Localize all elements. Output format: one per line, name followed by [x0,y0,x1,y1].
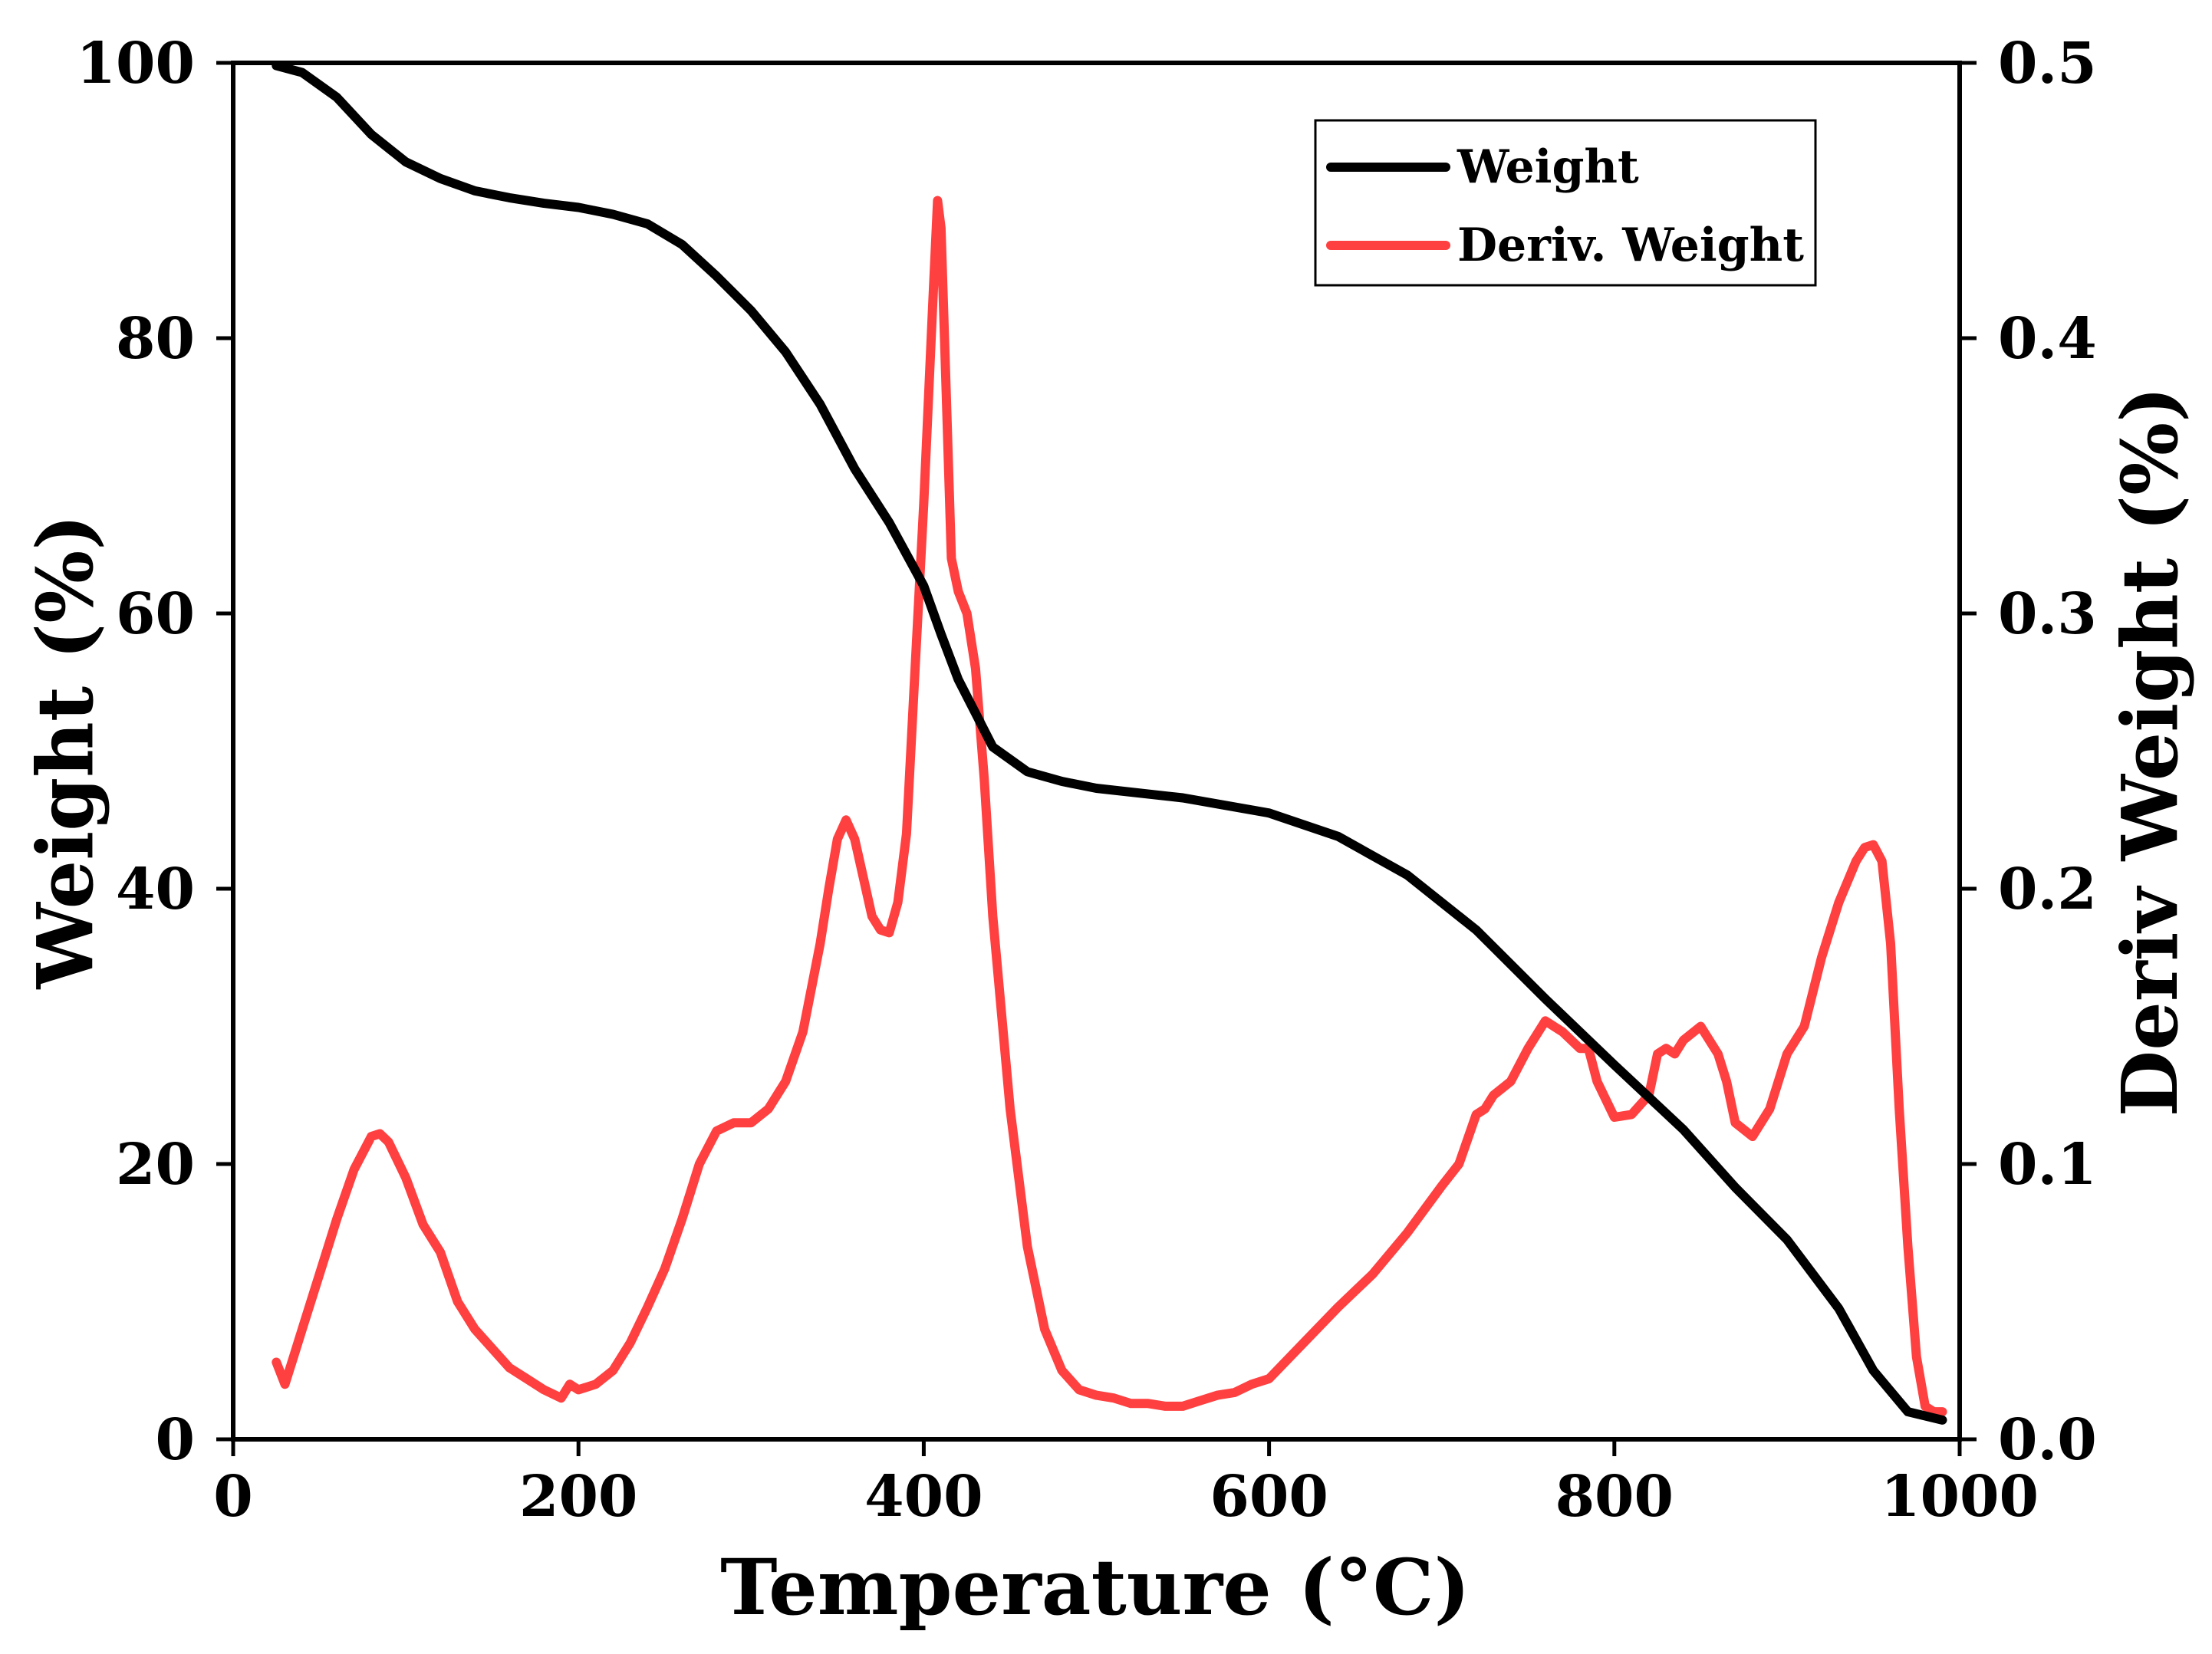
y-tick-label: 20 [116,1132,195,1198]
y-tick-label: 60 [116,581,195,647]
legend-label-deriv-weight: Deriv. Weight [1457,219,1804,272]
x-tick-label: 800 [1555,1464,1674,1530]
legend-box [1314,119,1817,287]
plot-series [272,61,1947,1425]
y-axis-title: Weight (%) [20,514,110,989]
x-tick-label: 400 [864,1464,983,1530]
y2-tick-label: 0.5 [1998,31,2097,97]
y-axis-left: 0 20 40 60 80 100 [77,31,233,1473]
x-tick-label: 600 [1210,1464,1328,1530]
x-tick-label: 1000 [1881,1464,2039,1530]
x-tick-label: 200 [519,1464,637,1530]
series-line-deriv-weight [272,196,1947,1417]
x-tick-label: 0 [213,1464,253,1530]
plot-frame [231,61,1962,1442]
y2-tick-label: 0.0 [1998,1407,2097,1473]
x-axis-title: Temperature (°C) [720,1542,1470,1633]
y2-tick-label: 0.3 [1998,581,2097,647]
y-tick-label: 40 [116,857,195,922]
y-tick-label: 0 [156,1407,196,1473]
y-axis-right: 0.0 0.1 0.2 0.3 0.4 0.5 [1960,31,2097,1473]
legend: Weight Deriv. Weight [1314,119,1817,287]
y-tick-label: 100 [77,31,195,97]
y2-tick-label: 0.1 [1998,1132,2097,1198]
y2-axis-title: Deriv Weight (%) [2105,386,2195,1117]
y2-tick-label: 0.2 [1998,857,2097,922]
series-line-weight [272,61,1947,1425]
y-tick-label: 80 [116,306,195,372]
y2-tick-label: 0.4 [1998,306,2097,372]
x-axis: 0 200 400 600 800 1000 [213,1439,2039,1530]
legend-label-weight: Weight [1457,140,1639,194]
